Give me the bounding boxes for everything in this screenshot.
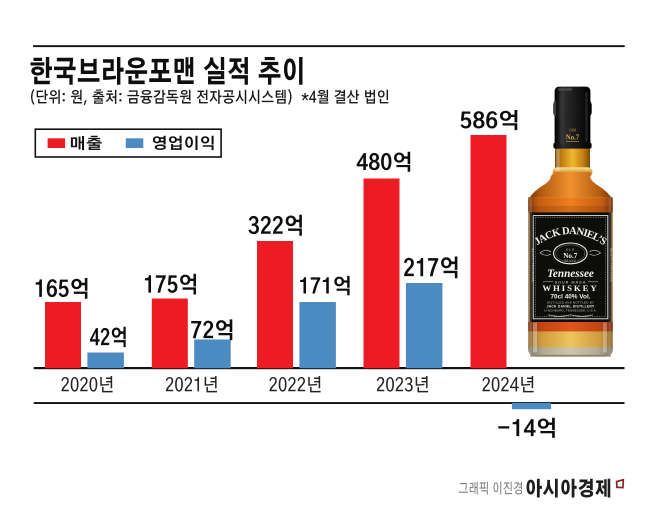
svg-text:BRAND: BRAND	[564, 259, 576, 262]
svg-text:No.7: No.7	[566, 135, 580, 142]
svg-text:WHISKEY: WHISKEY	[542, 283, 598, 293]
svg-text:Old: Old	[569, 128, 576, 133]
svg-text:QUALITY TENNESSEE: QUALITY TENNESSEE	[610, 248, 614, 282]
svg-text:DISTILLED AND BOTTLED BY: DISTILLED AND BOTTLED BY	[547, 301, 594, 305]
svg-text:70cl 40% Vol.: 70cl 40% Vol.	[550, 293, 590, 300]
svg-text:No.7: No.7	[563, 252, 578, 260]
svg-text:JACK DANIEL DISTILLERY: JACK DANIEL DISTILLERY	[547, 305, 595, 309]
svg-text:Tennessee: Tennessee	[547, 268, 594, 280]
svg-text:LYNCHBURG, TENNESSEE, U.S.A.: LYNCHBURG, TENNESSEE, U.S.A.	[544, 309, 597, 313]
svg-text:QUALITY TENNESSEE: QUALITY TENNESSEE	[531, 248, 535, 282]
svg-text:OLD: OLD	[566, 247, 575, 251]
svg-text:SOUR MASH: SOUR MASH	[555, 280, 587, 284]
